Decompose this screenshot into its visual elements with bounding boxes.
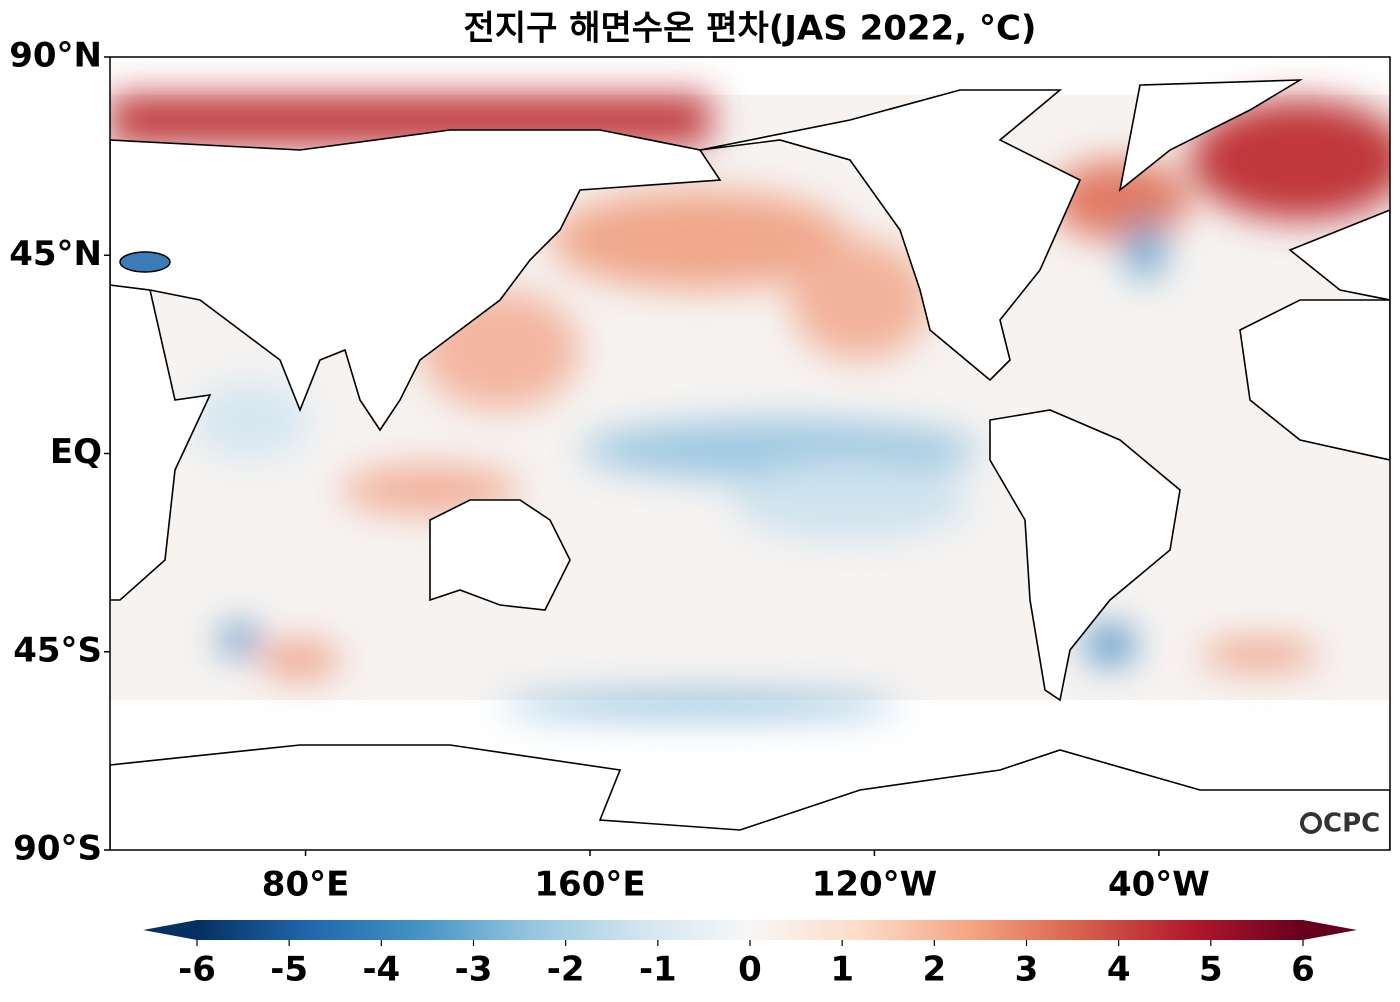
africa-east <box>110 284 212 601</box>
colorbar <box>143 920 1357 940</box>
y-tick-label: 90°N <box>9 36 102 76</box>
colorbar-tick-label: 3 <box>1015 950 1039 990</box>
greenland <box>1118 79 1304 192</box>
colorbar-tick-label: 4 <box>1107 950 1131 990</box>
colorbar-tick-label: -4 <box>362 950 400 990</box>
colorbar-tick-label: -5 <box>270 950 308 990</box>
colorbar-tick-label: 0 <box>738 950 762 990</box>
colorbar-tick-label: 2 <box>922 950 946 990</box>
logo-icon <box>1300 812 1322 834</box>
north-america <box>699 89 1082 382</box>
x-tick-label: 120°W <box>812 865 937 905</box>
eurasia <box>110 129 722 432</box>
title: 전지구 해면수온 편차(JAS 2022, °C) <box>464 9 1037 49</box>
black-sea <box>119 251 171 273</box>
x-tick-label: 40°W <box>1108 865 1210 905</box>
colorbar-tick-label: -3 <box>455 950 493 990</box>
colorbar-tick-label: -1 <box>639 950 677 990</box>
colorbar-tick-label: 6 <box>1291 950 1315 990</box>
africa-west <box>1239 299 1390 461</box>
australia <box>429 499 571 611</box>
y-tick-label: 45°N <box>9 234 102 274</box>
y-tick-label: 45°S <box>13 630 102 670</box>
map <box>110 79 1390 850</box>
y-tick-label: 90°S <box>13 829 102 869</box>
anomaly-field <box>110 95 1390 717</box>
colorbar-tick-label: 1 <box>830 950 854 990</box>
south-america <box>989 409 1181 702</box>
antarctica <box>110 744 1390 850</box>
colorbar-tick-label: 5 <box>1199 950 1223 990</box>
colorbar-tick-label: -2 <box>547 950 585 990</box>
x-tick-label: 160°E <box>534 865 645 905</box>
y-tick-label: EQ <box>50 432 102 472</box>
x-tick-label: 80°E <box>262 865 350 905</box>
colorbar-tick-label: -6 <box>178 950 216 990</box>
europe <box>1288 209 1390 301</box>
logo: CPC <box>1323 809 1380 839</box>
